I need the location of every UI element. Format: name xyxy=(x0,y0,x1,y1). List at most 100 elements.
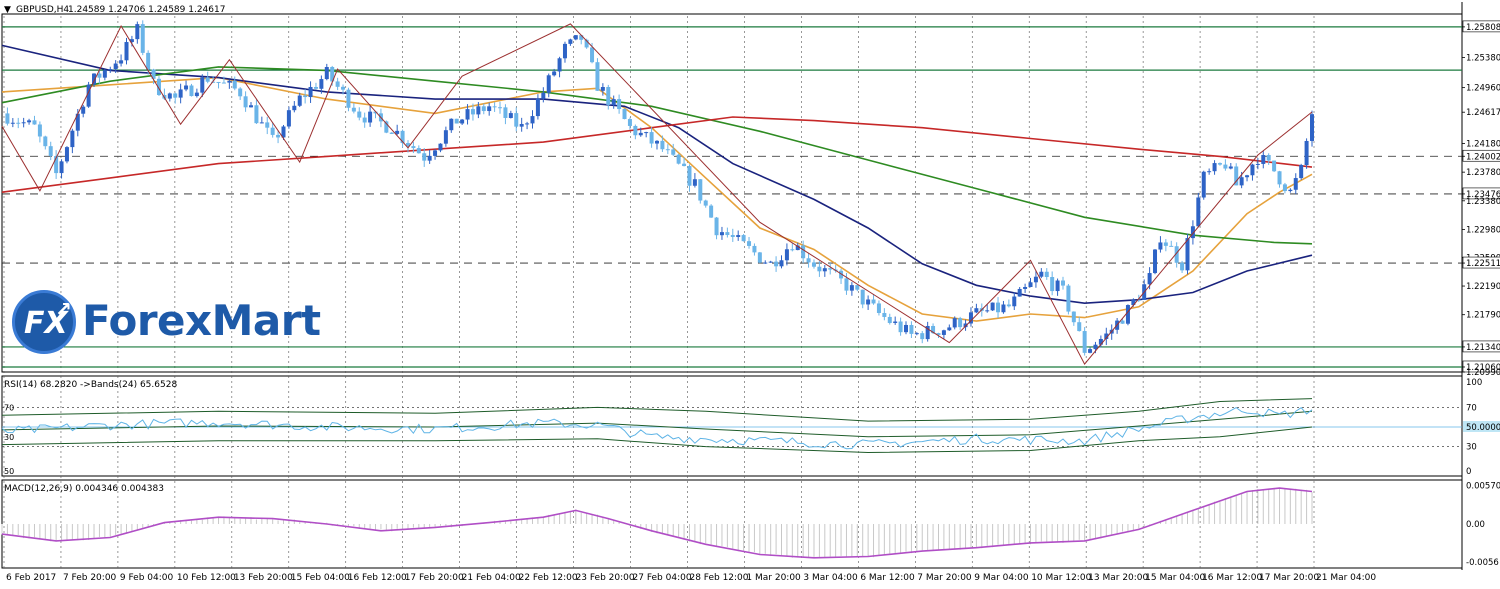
candle-body xyxy=(416,148,421,154)
candle-body xyxy=(59,161,64,174)
ohlc-readout: 1.24589 1.24706 1.24589 1.24617 xyxy=(68,5,225,15)
candle-body xyxy=(400,130,405,144)
candle-body xyxy=(519,123,524,127)
candle-body xyxy=(1006,304,1011,307)
candle-body xyxy=(822,268,827,272)
candle-body xyxy=(1245,175,1250,178)
candle-body xyxy=(119,60,124,64)
rsi-50-box xyxy=(1463,421,1500,432)
candle-body xyxy=(1017,288,1022,297)
candle-body xyxy=(21,122,26,124)
candle-body xyxy=(1153,249,1158,274)
level-price-box xyxy=(1462,187,1500,200)
candle-body xyxy=(1196,197,1201,227)
candle-body xyxy=(811,262,816,267)
candle-body xyxy=(709,205,714,218)
candle-body xyxy=(389,132,394,134)
candle-body xyxy=(498,107,503,109)
candle-body xyxy=(541,92,546,99)
price-tick-label: 1.24002 xyxy=(1466,152,1500,162)
ma-line-ma_mid xyxy=(1,44,1313,305)
badge-text: FX xyxy=(24,306,68,341)
candle-body xyxy=(1071,311,1076,323)
candle-body xyxy=(243,96,248,108)
candle-body xyxy=(1288,189,1293,192)
brand-name: ForexMart xyxy=(82,296,321,345)
rsi-tick-label: 0 xyxy=(1466,467,1471,477)
candle-body xyxy=(784,249,789,261)
price-tick-label: 1.22190 xyxy=(1466,282,1500,292)
candle-body xyxy=(660,140,665,150)
rsi-tick-label: 100 xyxy=(1466,378,1482,388)
candle-body xyxy=(866,299,871,305)
macd-panel xyxy=(1,487,1313,559)
time-tick-label: 23 Feb 20:00 xyxy=(576,573,635,583)
candle-body xyxy=(1082,331,1087,353)
time-tick-label: 6 Feb 2017 xyxy=(6,573,56,583)
candle-body xyxy=(276,134,281,138)
candle-body xyxy=(1217,163,1222,165)
candle-body xyxy=(562,43,567,59)
candle-body xyxy=(1066,285,1071,312)
time-tick-label: 7 Feb 20:00 xyxy=(63,573,117,583)
candle-body xyxy=(947,327,952,331)
candle-body xyxy=(1039,271,1044,277)
ma-line-ma_long xyxy=(1,116,1313,193)
candle-body xyxy=(48,146,53,156)
candle-body xyxy=(996,302,1001,313)
candle-body xyxy=(849,285,854,291)
candle-body xyxy=(5,113,10,124)
candle-body xyxy=(1185,238,1190,271)
symbol-dropdown-icon[interactable]: ▼ xyxy=(4,5,11,15)
candle-body xyxy=(433,150,438,156)
candle-body xyxy=(530,116,535,124)
candle-body xyxy=(552,71,557,76)
candle-body xyxy=(75,113,80,131)
rsi-band-upper xyxy=(1,398,1313,422)
time-tick-label: 17 Mar 20:00 xyxy=(1259,573,1319,583)
candle-body xyxy=(173,93,178,98)
price-tick-label: 1.20990 xyxy=(1466,368,1500,378)
candle-body xyxy=(227,80,232,83)
candle-body xyxy=(687,166,692,186)
candle-body xyxy=(768,261,773,263)
candle-body xyxy=(129,39,134,43)
candle-body xyxy=(1282,184,1287,192)
candle-body xyxy=(1299,165,1304,179)
candle-body xyxy=(465,109,470,120)
candle-body xyxy=(259,122,264,124)
candle-body xyxy=(427,155,432,161)
candle-body xyxy=(828,268,833,270)
candle-body xyxy=(113,63,118,70)
candle-body xyxy=(1055,280,1060,292)
candle-body xyxy=(178,89,183,98)
rsi-tick-label: 70 xyxy=(1466,403,1477,413)
macd-tick-label: -0.0056 xyxy=(1466,558,1499,568)
forexmart-badge-icon: FX ↗ xyxy=(12,290,76,354)
candle-body xyxy=(1212,163,1217,172)
candle-body xyxy=(303,95,308,98)
candle-body xyxy=(449,118,454,131)
candle-body xyxy=(156,78,161,96)
candle-body xyxy=(557,58,562,72)
macd-tick-label: 0.00 xyxy=(1466,520,1485,530)
candle-body xyxy=(200,77,205,93)
candle-body xyxy=(140,24,145,53)
candle-body xyxy=(508,113,513,118)
candle-body xyxy=(335,81,340,87)
level-price-box xyxy=(1462,256,1500,269)
candle-body xyxy=(904,324,909,333)
candle-body xyxy=(1023,287,1028,289)
candle-body xyxy=(27,120,32,123)
candle-body xyxy=(297,95,302,106)
candle-body xyxy=(167,93,172,99)
candle-body xyxy=(1201,171,1206,198)
candle-body xyxy=(763,262,768,264)
candle-body xyxy=(909,324,914,334)
time-tick-label: 7 Mar 20:00 xyxy=(917,573,972,583)
time-tick-label: 17 Feb 20:00 xyxy=(405,573,464,583)
price-tick-label: 1.24617 xyxy=(1466,108,1500,118)
candle-body xyxy=(741,235,746,242)
